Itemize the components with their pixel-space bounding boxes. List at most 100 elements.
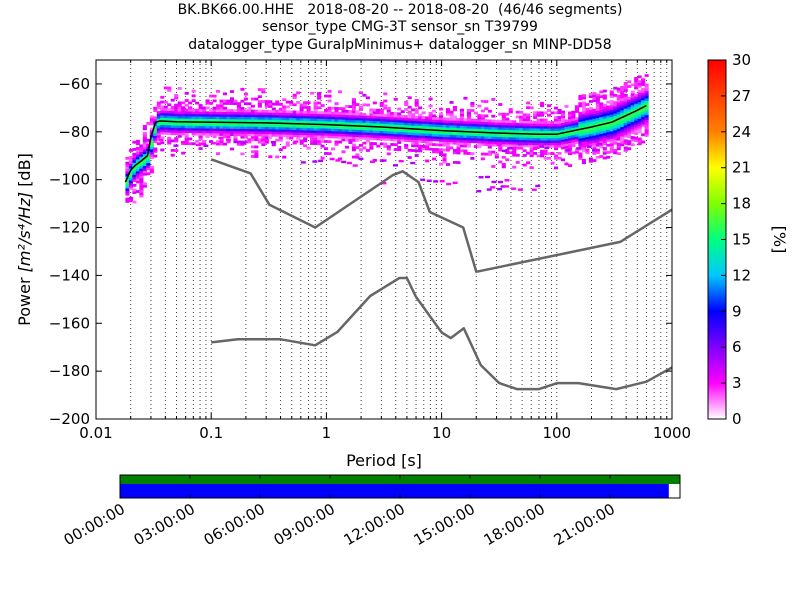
heatmap-cell [477,128,482,132]
heatmap-cell [135,149,140,153]
heatmap-cell [480,133,485,137]
heatmap-cell [595,155,600,159]
heatmap-cell [268,128,273,132]
heatmap-cell [372,130,377,134]
heatmap-cell [435,121,440,125]
heatmap-cell [177,101,182,105]
heatmap-cell [351,119,356,123]
heatmap-cell [344,114,350,118]
heatmap-cell [153,149,158,153]
heatmap-cell [487,138,492,142]
heatmap-cell [393,114,398,118]
heatmap-cell [209,113,214,117]
heatmap-cell [588,114,593,118]
heatmap-cell [627,106,632,110]
heatmap-cell [452,137,458,140]
heatmap-cell [379,111,384,115]
heatmap-cell [226,140,231,144]
heatmap-cell [581,130,586,133]
heatmap-cell [264,100,269,103]
heatmap-cell [156,125,161,129]
heatmap-cell [191,94,196,98]
heatmap-cell [330,118,336,122]
heatmap-cell [296,91,301,95]
heatmap-cell [386,128,391,132]
heatmap-cell [219,109,224,112]
heatmap-cell [191,142,196,146]
heatmap-cell [362,129,367,133]
heatmap-cell [620,121,625,125]
heatmap-cell [595,134,600,138]
heatmap-cell [554,140,559,143]
heatmap-cell [149,146,154,150]
heatmap-cell [386,130,391,134]
heatmap-cell [623,110,628,114]
heatmap-cell [407,134,412,138]
heatmap-cell [320,128,325,131]
heatmap-cell [393,121,398,125]
heatmap-cell [153,106,158,110]
heatmap-cell [578,116,583,120]
heatmap-cell [216,133,221,136]
heatmap-cell [327,118,332,122]
heatmap-cell [588,133,593,137]
heatmap-cell [264,104,269,108]
heatmap-cell [355,129,360,133]
heatmap-cell [177,127,182,131]
heatmap-cell [529,135,534,138]
heatmap-cell [202,123,207,127]
heatmap-cell [407,120,412,123]
heatmap-cell [536,144,541,148]
heatmap-cell [310,142,315,145]
heatmap-cell [526,118,531,122]
heatmap-cell [641,90,646,94]
heatmap-cell [421,125,426,129]
heatmap-cell [226,99,231,103]
heatmap-cell [125,200,130,203]
heatmap-cell [170,132,175,136]
heatmap-cell [627,116,632,120]
heatmap-cell [459,132,465,136]
heatmap-cell [289,124,294,128]
heatmap-cell [268,155,273,159]
heatmap-cell [198,123,203,127]
heatmap-cell [393,131,398,135]
heatmap-cell [393,128,398,132]
heatmap-cell [536,130,541,134]
heatmap-cell [505,124,510,128]
heatmap-cell [599,107,604,111]
heatmap-cell [149,151,154,155]
heatmap-cell [529,120,534,124]
heatmap-cell [620,93,625,96]
heatmap-cell [613,137,618,140]
heatmap-cell [470,104,475,108]
heatmap-cell [602,120,607,124]
heatmap-cell [278,117,283,121]
heatmap-cell [487,152,492,156]
heatmap-cell [261,116,266,120]
heatmap-cell [327,133,332,136]
heatmap-cell [320,137,325,141]
heatmap-cell [418,123,423,127]
heatmap-cell [452,161,458,164]
heatmap-cell [289,129,294,133]
heatmap-cell [282,110,287,114]
heatmap-cell [512,139,517,143]
heatmap-cell [609,95,614,98]
x-tick-label: 1 [322,424,332,442]
heatmap-cell [613,86,618,90]
heatmap-cell [565,149,571,152]
heatmap-cell [156,115,161,119]
heatmap-cell [637,96,642,100]
heatmap-cell [421,111,426,115]
heatmap-cell [581,125,586,129]
heatmap-cell [330,126,336,129]
heatmap-cell [418,147,423,150]
heatmap-cell [264,138,269,142]
heatmap-cell [303,120,308,124]
heatmap-cell [202,106,207,110]
heatmap-cell [285,119,290,123]
heatmap-cell [243,135,248,139]
heatmap-cell [557,120,562,124]
heatmap-cell [491,114,496,118]
